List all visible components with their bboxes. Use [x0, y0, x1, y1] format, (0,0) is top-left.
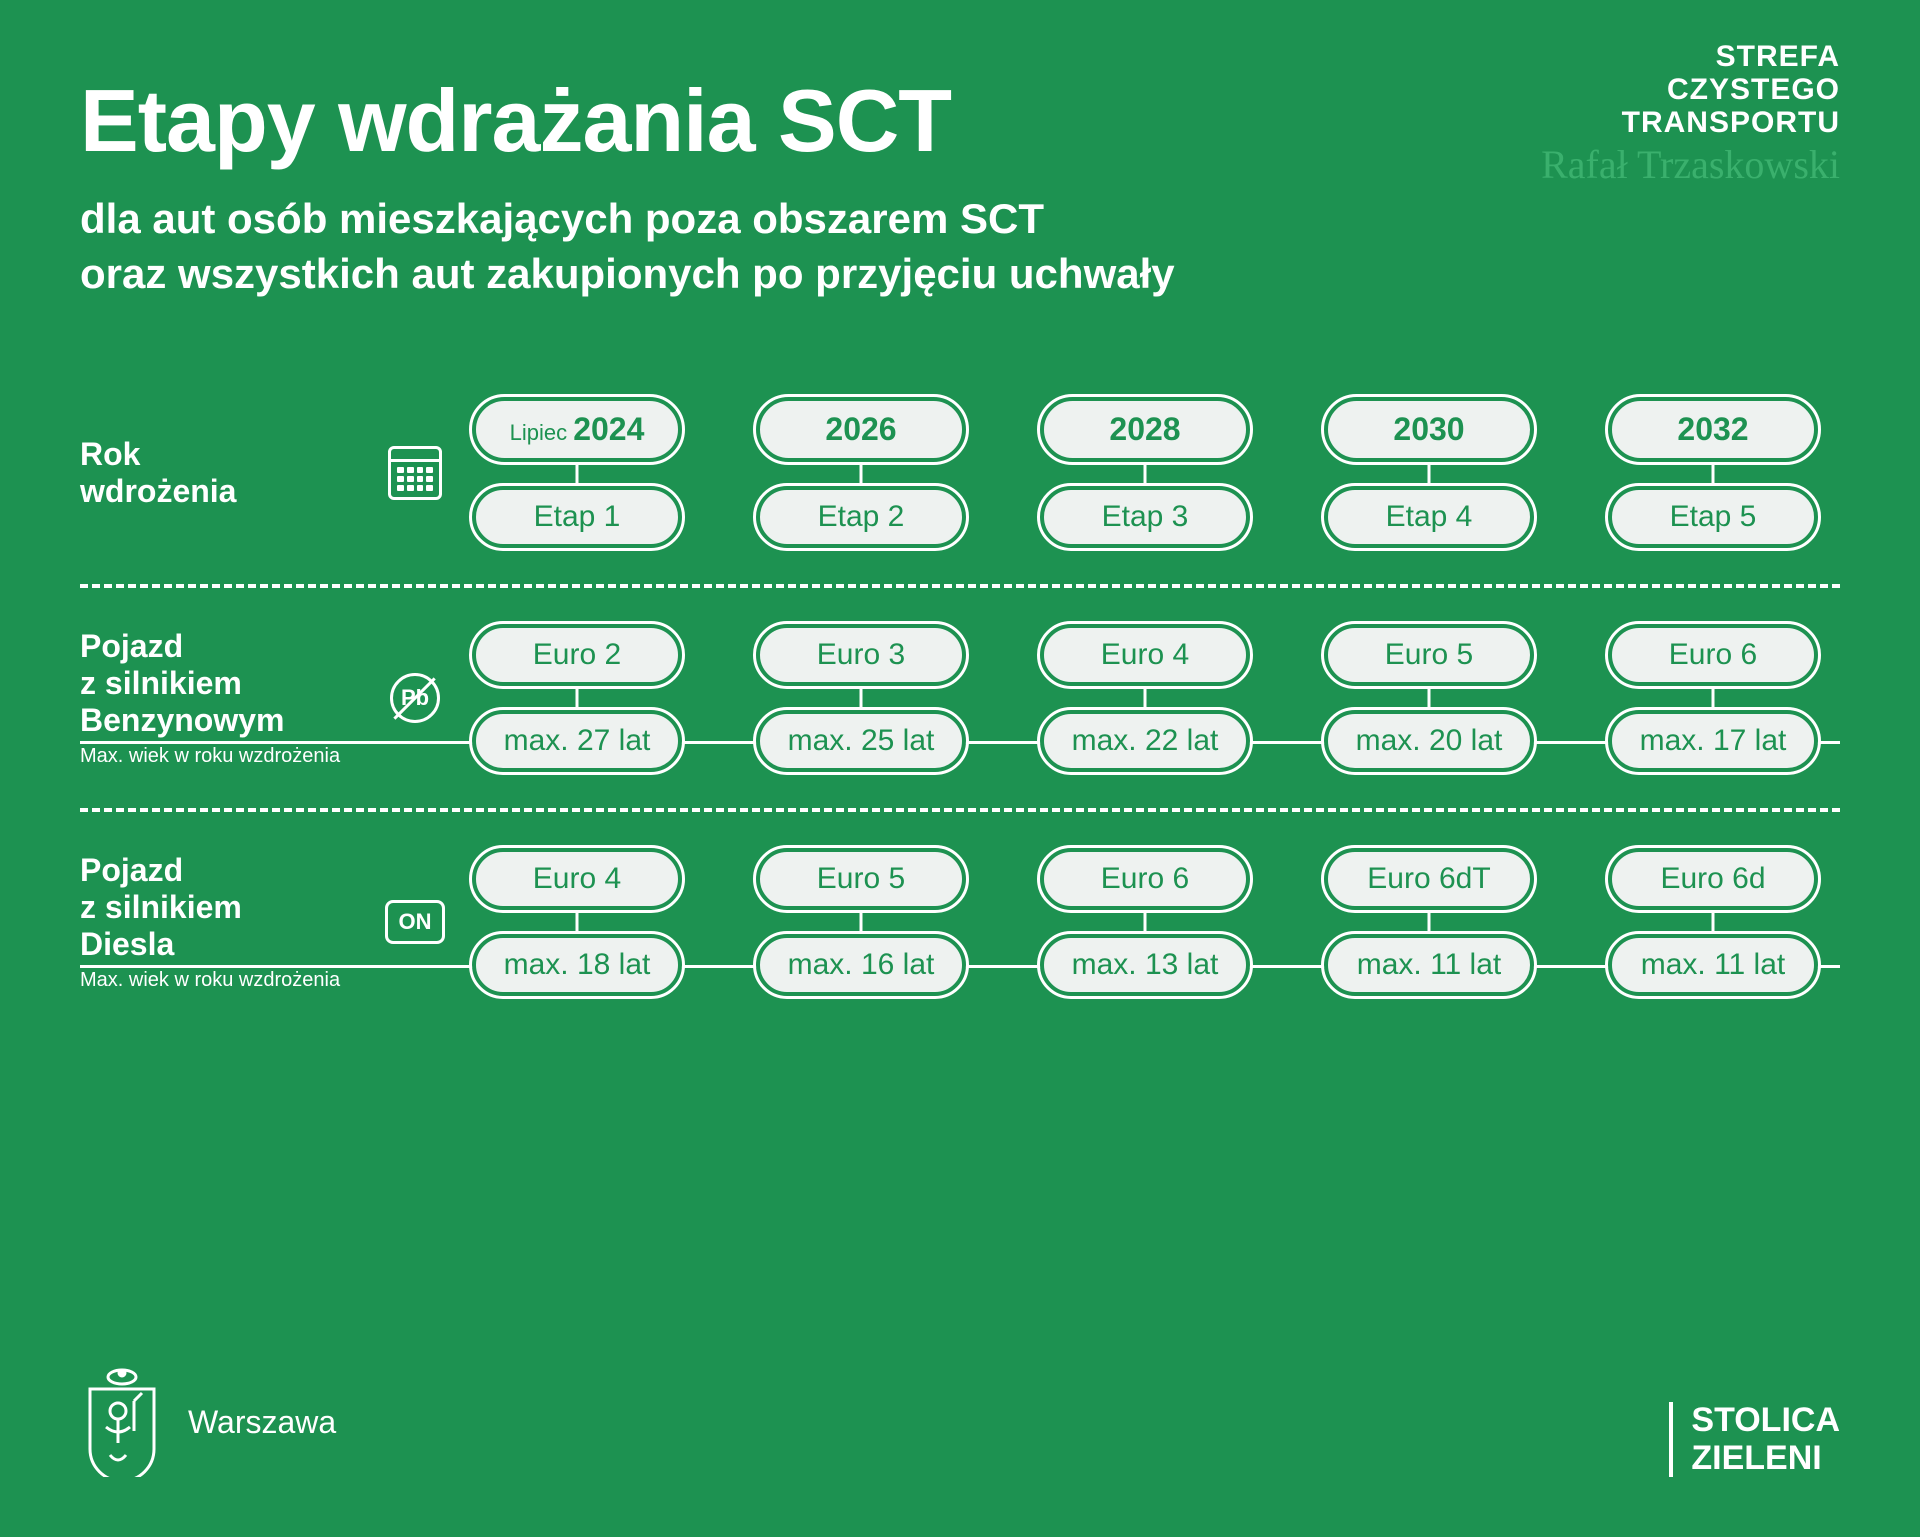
year-pill: 2026 — [756, 397, 966, 462]
logo-line: CZYSTEGO — [1541, 73, 1840, 106]
header: STREFA CZYSTEGO TRANSPORTU Rafał Trzasko… — [80, 70, 1840, 301]
subtitle-line: dla aut osób mieszkających poza obszarem… — [80, 192, 1840, 247]
stage: Euro 5 max. 16 lat — [734, 848, 988, 996]
max-age-pill: max. 17 lat — [1608, 710, 1819, 772]
stage: Euro 2 max. 27 lat — [450, 624, 704, 772]
stage: Euro 5 max. 20 lat — [1302, 624, 1556, 772]
data-row: Pojazdz silnikiemBenzynowym Max. wiek w r… — [80, 588, 1840, 808]
max-age-pill: max. 18 lat — [472, 934, 683, 996]
euro-pill: Euro 6dT — [1324, 848, 1534, 910]
max-age-pill: max. 27 lat — [472, 710, 683, 772]
stage: Euro 4 max. 22 lat — [1018, 624, 1272, 772]
euro-pill: Euro 5 — [1324, 624, 1534, 686]
stage: Euro 6 max. 17 lat — [1586, 624, 1840, 772]
euro-pill: Euro 4 — [1040, 624, 1250, 686]
stage: Euro 4 max. 18 lat — [450, 848, 704, 996]
data-row: Pojazdz silnikiemDiesla Max. wiek w roku … — [80, 812, 1840, 1032]
row-label: Rokwdrożenia — [80, 436, 380, 510]
data-row: RokwdrożeniaLipiec 2024Etap 12026Etap 22… — [80, 361, 1840, 584]
year-pill: Lipiec 2024 — [472, 397, 682, 462]
row-label: Pojazdz silnikiemBenzynowym Max. wiek w r… — [80, 628, 380, 767]
row-icon: ON — [380, 892, 450, 952]
row-label-line: Pojazd — [80, 852, 380, 889]
euro-pill: Euro 5 — [756, 848, 966, 910]
year-pill: 2030 — [1324, 397, 1534, 462]
row-label-line: z silnikiem — [80, 889, 380, 926]
stage: Euro 6d max. 11 lat — [1586, 848, 1840, 996]
stage-pill: Etap 2 — [756, 486, 966, 548]
euro-pill: Euro 3 — [756, 624, 966, 686]
euro-pill: Euro 6 — [1608, 624, 1818, 686]
diesel-on-icon: ON — [385, 900, 445, 944]
year-pill: 2028 — [1040, 397, 1250, 462]
euro-pill: Euro 6 — [1040, 848, 1250, 910]
row-label-line: Pojazd — [80, 628, 380, 665]
row-label-line: Diesla — [80, 926, 380, 963]
euro-pill: Euro 4 — [472, 848, 682, 910]
top-right-logo: STREFA CZYSTEGO TRANSPORTU Rafał Trzasko… — [1541, 40, 1840, 187]
max-age-pill: max. 11 lat — [1324, 934, 1534, 996]
logo-line: TRANSPORTU — [1541, 106, 1840, 139]
max-age-pill: max. 20 lat — [1324, 710, 1535, 772]
stage-pill: Etap 4 — [1324, 486, 1534, 548]
signature: Rafał Trzaskowski — [1541, 143, 1840, 187]
stages: Lipiec 2024 Etap 1 2026 Etap 2 2028 Etap 3 203… — [450, 397, 1840, 548]
stage: Euro 3 max. 25 lat — [734, 624, 988, 772]
row-icon — [380, 443, 450, 503]
max-age-pill: max. 13 lat — [1040, 934, 1251, 996]
footer-right-line: ZIELENI — [1691, 1440, 1840, 1477]
stage: Euro 6 max. 13 lat — [1018, 848, 1272, 996]
no-lead-icon: Pb — [390, 673, 440, 723]
row-label-line: Rok — [80, 436, 380, 473]
stage-pill: Etap 1 — [472, 486, 682, 548]
footer-left: Warszawa — [80, 1367, 336, 1477]
footer-right-line: STOLICA — [1691, 1402, 1840, 1439]
stage: 2026 Etap 2 — [734, 397, 988, 548]
row-label-line: wdrożenia — [80, 473, 380, 510]
stage: 2030 Etap 4 — [1302, 397, 1556, 548]
footer: Warszawa STOLICA ZIELENI — [80, 1367, 1840, 1477]
footer-right: STOLICA ZIELENI — [1669, 1402, 1840, 1477]
stages: Euro 2 max. 27 lat Euro 3 max. 25 lat Euro 4… — [450, 624, 1840, 772]
connector-line-ext — [80, 741, 450, 744]
connector-line-ext — [80, 965, 450, 968]
warsaw-coat-icon — [80, 1367, 164, 1477]
calendar-icon — [388, 446, 442, 500]
row-label-line: Benzynowym — [80, 702, 380, 739]
footer-city-label: Warszawa — [188, 1404, 336, 1441]
row-label-line: z silnikiem — [80, 665, 380, 702]
stages: Euro 4 max. 18 lat Euro 5 max. 16 lat Euro 6… — [450, 848, 1840, 996]
stage: 2032 Etap 5 — [1586, 397, 1840, 548]
infographic-page: STREFA CZYSTEGO TRANSPORTU Rafał Trzasko… — [0, 0, 1920, 1537]
row-sublabel: Max. wiek w roku wzdrożenia — [80, 745, 380, 768]
max-age-pill: max. 16 lat — [756, 934, 967, 996]
rows-container: RokwdrożeniaLipiec 2024Etap 12026Etap 22… — [80, 361, 1840, 1347]
stage-pill: Etap 3 — [1040, 486, 1250, 548]
logo-line: STREFA — [1541, 40, 1840, 73]
max-age-pill: max. 25 lat — [756, 710, 967, 772]
euro-pill: Euro 6d — [1608, 848, 1818, 910]
stage-pill: Etap 5 — [1608, 486, 1818, 548]
stage: Euro 6dT max. 11 lat — [1302, 848, 1556, 996]
max-age-pill: max. 11 lat — [1608, 934, 1818, 996]
max-age-pill: max. 22 lat — [1040, 710, 1251, 772]
row-label: Pojazdz silnikiemDiesla Max. wiek w roku … — [80, 852, 380, 991]
stage: 2028 Etap 3 — [1018, 397, 1272, 548]
subtitle: dla aut osób mieszkających poza obszarem… — [80, 192, 1840, 301]
subtitle-line: oraz wszystkich aut zakupionych po przyj… — [80, 247, 1840, 302]
row-icon: Pb — [380, 668, 450, 728]
year-pill: 2032 — [1608, 397, 1818, 462]
row-sublabel: Max. wiek w roku wzdrożenia — [80, 969, 380, 992]
euro-pill: Euro 2 — [472, 624, 682, 686]
stage: Lipiec 2024 Etap 1 — [450, 397, 704, 548]
